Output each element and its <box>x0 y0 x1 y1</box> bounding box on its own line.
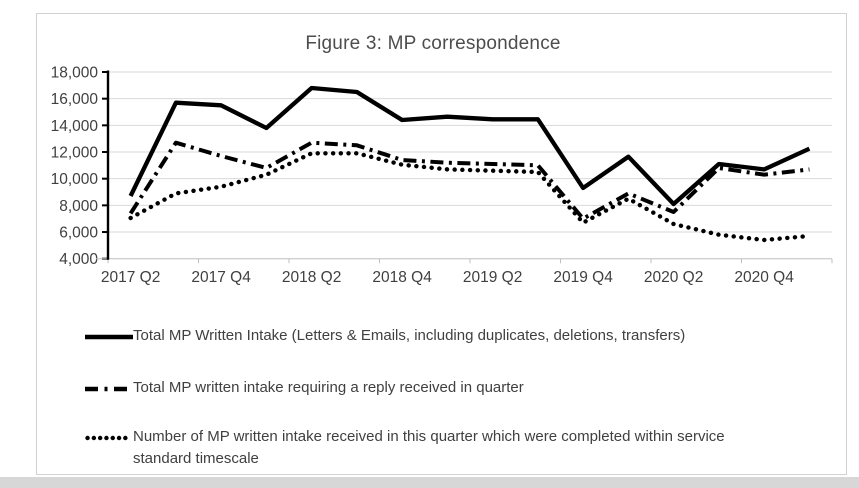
legend-key-solid-line-icon <box>85 334 133 340</box>
window-edge <box>0 477 859 488</box>
x-axis-label: 2017 Q2 <box>101 269 160 286</box>
x-axis-label: 2020 Q4 <box>734 269 794 286</box>
x-axis-label: 2017 Q4 <box>191 269 251 286</box>
legend-key-dash-dot-line-icon <box>85 386 133 392</box>
legend-item-total-intake: Total MP Written Intake (Letters & Email… <box>85 325 685 347</box>
x-axis-label: 2019 Q4 <box>553 269 613 286</box>
legend-item-requiring-reply: Total MP written intake requiring a repl… <box>85 377 524 399</box>
series-line-solid <box>128 85 811 207</box>
y-axis-label: 18,000 <box>51 65 99 82</box>
y-axis-label: 16,000 <box>51 91 99 108</box>
y-axis-label: 8,000 <box>59 198 98 215</box>
x-axis-label: 2018 Q2 <box>282 269 341 286</box>
legend-item-completed-within-standard: Number of MP written intake received in … <box>85 426 751 470</box>
legend-key-dotted-line-icon <box>85 435 133 441</box>
series-line-dotted <box>128 151 812 243</box>
y-axis-label: 12,000 <box>51 145 99 162</box>
x-axis-label: 2018 Q4 <box>372 269 432 286</box>
series-line-dash-dot <box>128 140 810 221</box>
chart-title: Figure 3: MP correspondence <box>305 33 561 54</box>
x-axis-label: 2019 Q2 <box>463 269 522 286</box>
legend-label-requiring-reply: Total MP written intake requiring a repl… <box>133 379 524 396</box>
x-axis-label: 2020 Q2 <box>644 269 703 286</box>
y-axis-label: 10,000 <box>51 171 99 188</box>
y-axis-label: 6,000 <box>59 225 98 242</box>
figure-frame <box>36 13 847 475</box>
y-axis-label: 4,000 <box>59 251 98 268</box>
y-axis-label: 14,000 <box>51 118 99 135</box>
legend-label-completed-within-standard: Number of MP written intake received in … <box>133 428 725 467</box>
legend-label-total-intake: Total MP Written Intake (Letters & Email… <box>133 327 686 344</box>
